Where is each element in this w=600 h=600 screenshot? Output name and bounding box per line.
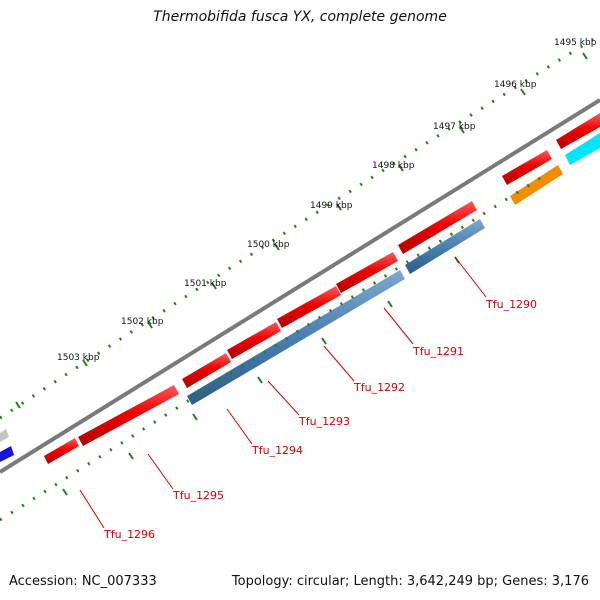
leader-line bbox=[454, 256, 487, 298]
gene-label-tfu-1290[interactable]: Tfu_1290 bbox=[485, 298, 537, 311]
gene-label-leaders bbox=[79, 256, 487, 529]
gene-arrow-forward bbox=[502, 150, 552, 185]
outer-tick-ring bbox=[0, 33, 600, 420]
gene-label-tfu-1295[interactable]: Tfu_1295 bbox=[172, 489, 224, 502]
kbp-label: 1495 kbp bbox=[554, 38, 597, 48]
leader-line bbox=[147, 453, 174, 490]
kbp-labels: 1495 kbp 1496 kbp 1497 kbp 1498 kbp 1499… bbox=[57, 38, 597, 363]
kbp-label: 1498 kbp bbox=[372, 161, 415, 171]
major-tick bbox=[147, 321, 153, 329]
minor-tick bbox=[62, 488, 68, 496]
gene-arrow-forward bbox=[398, 201, 477, 254]
kbp-label: 1496 kbp bbox=[494, 80, 537, 90]
kbp-label: 1497 kbp bbox=[433, 122, 476, 132]
genome-summary-text: Topology: circular; Length: 3,642,249 bp… bbox=[231, 574, 589, 589]
gene-label-tfu-1291[interactable]: Tfu_1291 bbox=[412, 345, 464, 358]
gene-arrow-forward bbox=[78, 385, 179, 446]
gene-arrow-forward bbox=[277, 286, 341, 328]
accession-text: Accession: NC_007333 bbox=[9, 574, 157, 589]
kbp-label: 1499 kbp bbox=[310, 201, 353, 211]
gene-label-tfu-1292[interactable]: Tfu_1292 bbox=[353, 381, 405, 394]
gene-labels: Tfu_1290 Tfu_1291 Tfu_1292 Tfu_1293 Tfu_… bbox=[103, 298, 537, 541]
major-tick bbox=[82, 359, 88, 367]
minor-tick bbox=[321, 337, 327, 345]
gene-arrow-reverse bbox=[405, 219, 485, 274]
gene-arrow-forward bbox=[336, 252, 398, 293]
gene-arrow-forward bbox=[182, 353, 231, 388]
major-tick bbox=[582, 52, 588, 60]
minor-tick bbox=[257, 376, 263, 384]
major-tick bbox=[211, 282, 217, 290]
outer-dotted-arc bbox=[0, 33, 600, 420]
major-tick bbox=[336, 203, 342, 211]
major-tick bbox=[398, 164, 404, 172]
major-tick bbox=[274, 243, 280, 251]
gene-arrow-forward bbox=[227, 322, 281, 359]
major-tick bbox=[520, 88, 526, 96]
gene-arrow-reverse bbox=[0, 446, 14, 462]
gene-label-tfu-1293[interactable]: Tfu_1293 bbox=[298, 415, 350, 428]
forward-strand-genes bbox=[44, 113, 600, 464]
gene-label-tfu-1294[interactable]: Tfu_1294 bbox=[251, 444, 303, 457]
inner-dotted-arc bbox=[0, 173, 546, 522]
map-title: Thermobifida fusca YX, complete genome bbox=[153, 9, 447, 25]
minor-tick bbox=[387, 300, 393, 308]
gene-arrow-reverse bbox=[187, 270, 405, 405]
gene-arrow-reverse bbox=[565, 133, 600, 165]
kbp-label: 1502 kbp bbox=[121, 317, 164, 327]
kbp-label: 1500 kbp bbox=[247, 240, 290, 250]
leader-line bbox=[323, 345, 355, 382]
gene-arrow-forward bbox=[0, 429, 9, 442]
major-tick bbox=[459, 126, 465, 134]
leader-line bbox=[226, 408, 253, 445]
kbp-label: 1503 kbp bbox=[57, 353, 100, 363]
leader-line bbox=[383, 307, 414, 345]
leader-line bbox=[79, 489, 105, 529]
gene-arrow-forward bbox=[44, 438, 79, 464]
gene-label-tfu-1296[interactable]: Tfu_1296 bbox=[103, 528, 155, 541]
reverse-strand-genes bbox=[0, 133, 600, 462]
gene-arrow-forward bbox=[556, 113, 600, 149]
minor-tick bbox=[192, 413, 198, 421]
gene-arrow-reverse bbox=[510, 165, 563, 205]
minor-tick bbox=[128, 452, 134, 460]
major-tick bbox=[15, 401, 21, 409]
leader-line bbox=[267, 380, 300, 416]
kbp-label: 1501 kbp bbox=[184, 279, 227, 289]
genome-backbone bbox=[0, 98, 600, 474]
